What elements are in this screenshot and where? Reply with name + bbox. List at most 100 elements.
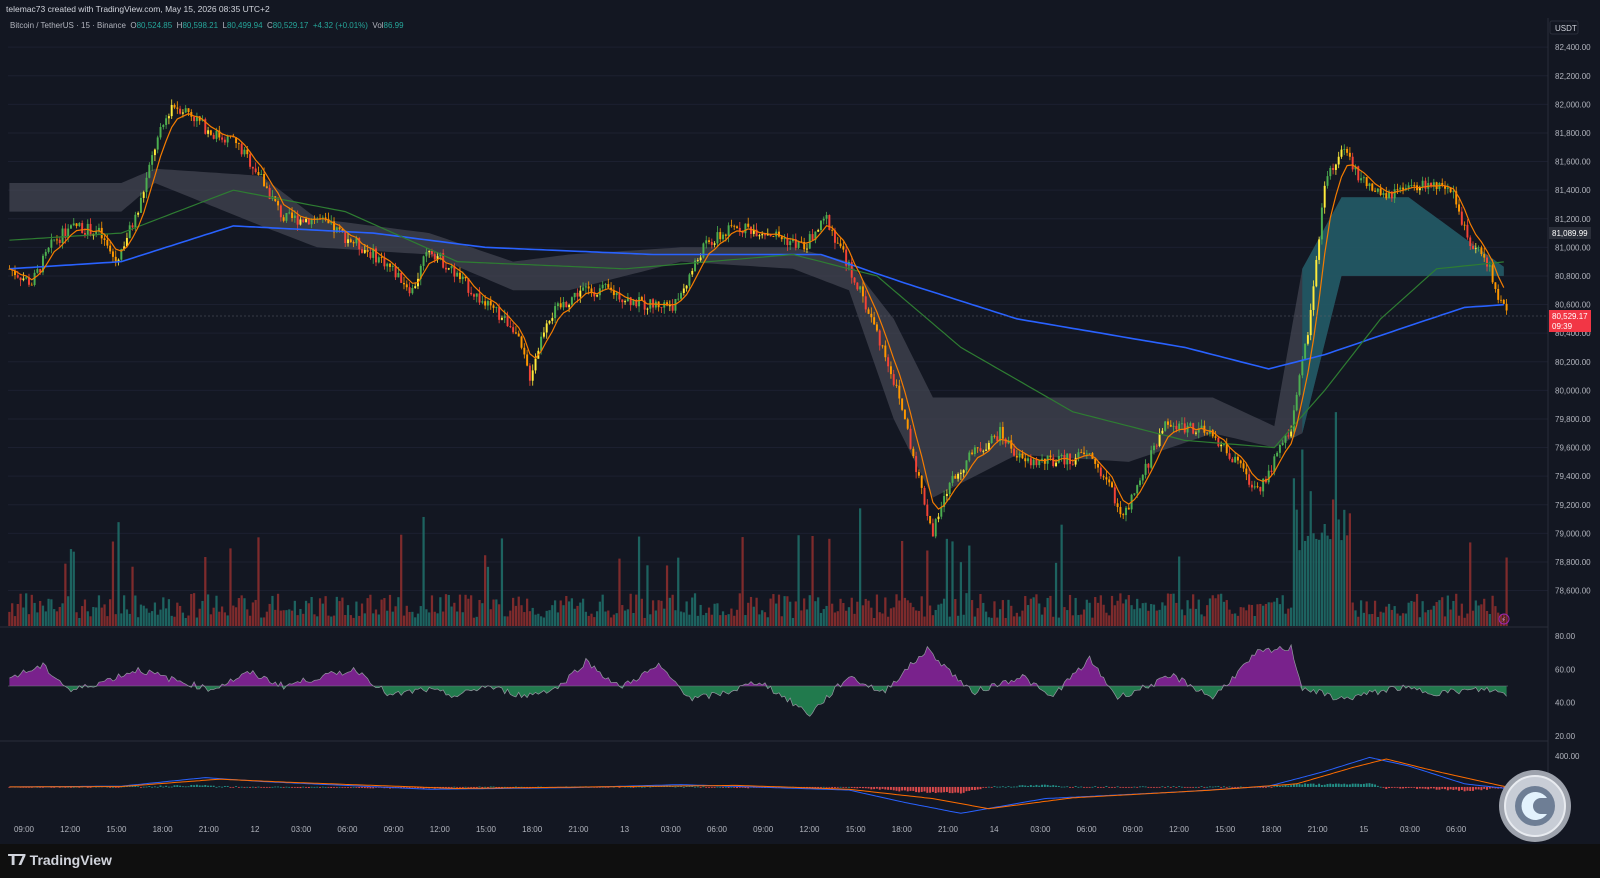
candle-body [1183,423,1186,433]
macd-histogram-bar [293,786,296,788]
candle-body [915,456,918,473]
volume-bar [752,606,755,626]
candle-body [1222,444,1225,445]
macd-histogram-bar [635,786,638,788]
time-axis[interactable]: 09:00 12:00 15:00 18:00 21:00 12 03:00 06:00 09:… [14,825,1467,834]
macd-histogram-bar [629,786,632,788]
volume-bar [330,616,333,626]
candle-body [1407,185,1410,188]
macd-histogram-bar [187,786,190,788]
macd-histogram-bar [1290,785,1293,787]
macd-histogram-bar [708,786,711,788]
rsi-tick-label: 60.00 [1555,665,1576,674]
time-tick-label: 12:00 [430,825,451,834]
candle-body [344,231,347,244]
candle-body [1139,480,1141,486]
volume-bar [212,607,215,626]
tradingview-logo[interactable]: 𝗧𝟳 TradingView [8,851,112,869]
volume-bar [730,608,733,626]
macd-histogram-bar [1125,786,1127,788]
macd-histogram-bar [1480,786,1483,791]
volume-bar [1057,617,1060,626]
volume-bar [982,602,985,626]
candle-body [19,277,22,281]
candle-body [607,284,610,288]
symbol-legend[interactable]: Bitcoin / TetherUS · 15 · Binance O80,52… [10,21,404,30]
candle-body [979,448,982,452]
time-tick-label: 12:00 [799,825,820,834]
volume-bar [22,607,25,626]
candle-body [72,223,75,226]
candle-body [724,234,727,236]
macd-histogram-bar [694,786,697,788]
volume-bar [601,594,604,626]
volume-bar [777,594,781,626]
candle-body [1200,425,1203,429]
volume-bar [470,595,473,626]
candle-body [643,300,646,310]
volume-bar [875,594,879,626]
volume-bar [1236,615,1240,626]
macd-histogram-bar [167,786,170,788]
price-tick-label: 81,200.00 [1555,215,1591,224]
candle-body [1281,442,1284,445]
time-tick-label: 06:00 [707,825,728,834]
macd-histogram-bar [722,786,724,788]
candle-body [1502,299,1505,304]
candle-body [1402,187,1405,190]
candle-body [1505,303,1508,311]
macd-histogram-bar [1133,786,1136,788]
volume-bar [576,605,579,626]
candle-body [856,282,859,290]
candle-body [1080,452,1083,454]
candle-body [1458,204,1461,212]
candle-body [1217,437,1220,447]
currency-badge[interactable]: USDT [1549,20,1579,35]
volume-bar [1091,617,1094,626]
volume-bar [456,611,459,626]
volume-bar [299,608,302,626]
moving-averages [9,113,1505,510]
lightning-icon[interactable]: ⚡ [1498,613,1510,625]
symbol-name[interactable]: Bitcoin / TetherUS · 15 · Binance [10,21,126,30]
price-tick-label: 82,400.00 [1555,43,1591,52]
candle-body [47,247,50,252]
candle-body [699,257,702,261]
volume-bar [327,615,330,626]
price-axis[interactable]: 82,400.0082,200.0082,000.0081,800.0081,6… [1555,43,1591,595]
macd-pane[interactable]: 400.00 [8,752,1580,814]
volume-bar [663,608,666,626]
candle-body [450,266,453,269]
candle-body [1276,452,1279,457]
volume-bar [1077,615,1080,626]
volume-bar [559,600,562,626]
candle-body [187,108,190,113]
volume-bar [579,602,582,626]
macd-histogram-bar [643,786,646,788]
volume-bar [1124,599,1128,626]
macd-histogram-bar [1222,786,1225,788]
macd-histogram-bar [128,786,131,787]
macd-histogram-bar [1438,786,1441,790]
candle-body [741,231,744,234]
candle-body [587,286,590,289]
volume-bar [845,610,848,626]
time-tick-label: 15:00 [106,825,127,834]
volume-bar [120,613,123,626]
volume-bar [1010,605,1013,626]
volume-bar [741,537,744,626]
volume-bar [346,605,350,626]
candle-body [383,258,386,267]
candle-body [1323,185,1326,208]
candle-body [528,365,531,381]
candle-body [889,366,892,375]
volume-bar [1441,597,1444,626]
macd-histogram-bar [492,786,495,788]
macd-histogram-bar [296,786,299,788]
macd-histogram-bar [1273,786,1276,788]
candle-body [1346,149,1349,153]
volume-bar [1186,600,1189,626]
volume-bar [1455,593,1458,626]
